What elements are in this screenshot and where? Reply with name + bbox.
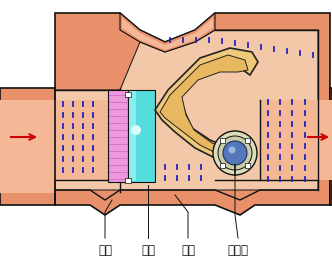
- Polygon shape: [108, 90, 128, 182]
- Polygon shape: [55, 30, 318, 190]
- Bar: [125, 178, 131, 183]
- Circle shape: [228, 147, 235, 154]
- Polygon shape: [55, 100, 120, 180]
- Bar: [125, 92, 131, 97]
- Bar: [245, 163, 250, 168]
- Polygon shape: [318, 100, 332, 180]
- Circle shape: [218, 136, 252, 170]
- Polygon shape: [55, 13, 330, 215]
- Polygon shape: [0, 100, 55, 193]
- Circle shape: [131, 125, 141, 135]
- Polygon shape: [0, 100, 55, 180]
- Polygon shape: [260, 100, 318, 180]
- Circle shape: [213, 131, 257, 175]
- Polygon shape: [155, 48, 258, 160]
- Circle shape: [223, 141, 247, 165]
- Bar: [220, 163, 225, 168]
- Text: 挠臂: 挠臂: [181, 244, 195, 257]
- Polygon shape: [122, 18, 213, 50]
- Text: 阀座: 阀座: [98, 244, 112, 257]
- Polygon shape: [160, 55, 248, 155]
- Polygon shape: [128, 90, 155, 182]
- Text: 旋转轴: 旋转轴: [227, 244, 248, 257]
- Bar: [245, 138, 250, 143]
- Bar: [220, 138, 225, 143]
- Polygon shape: [120, 13, 215, 52]
- Polygon shape: [129, 91, 136, 181]
- Text: 阀芯: 阀芯: [141, 244, 155, 257]
- Polygon shape: [0, 88, 55, 205]
- Polygon shape: [330, 88, 332, 205]
